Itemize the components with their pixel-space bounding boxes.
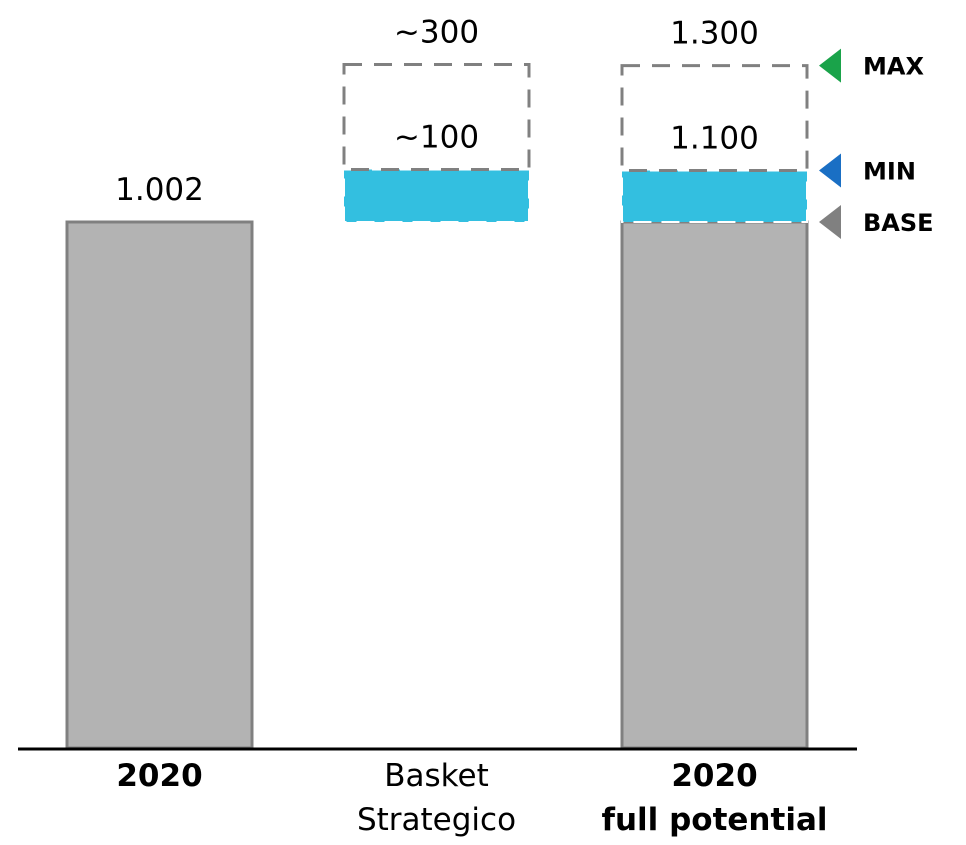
bar-increment-max-2 [620,64,809,173]
marker-min-label: MIN [863,158,916,186]
marker-base-label: BASE [863,209,934,237]
category-label-1-1: Strategico [357,802,516,838]
bar-increment-max-1 [342,63,531,172]
value-label-2: ~300 [394,15,479,51]
category-label-1-0: Basket [384,758,489,794]
value-label-4: 1.100 [670,121,759,157]
marker-max-icon [819,48,841,83]
category-label-2-0: 2020 [671,758,757,794]
markers-layer: MAX MIN BASE [819,48,934,239]
bar-increment-1 [343,168,530,223]
value-label-5: 1.300 [670,16,759,52]
bar-increment-2 [621,169,808,223]
marker-base-icon [819,205,841,239]
category-label-2-1: full potential [602,802,828,838]
value-label-1: ~100 [394,120,479,156]
bar-base-0 [65,220,254,750]
category-label-0-0: 2020 [116,758,202,794]
value-label-0: 1.002 [115,172,204,208]
marker-max-label: MAX [863,53,924,81]
bars-layer [65,63,809,750]
labels-layer: 1.002 ~100 ~300 1.100 1.300 2020 Basket Strateg… [115,15,827,838]
marker-min-icon [819,153,841,188]
bar-base-2 [620,220,809,750]
